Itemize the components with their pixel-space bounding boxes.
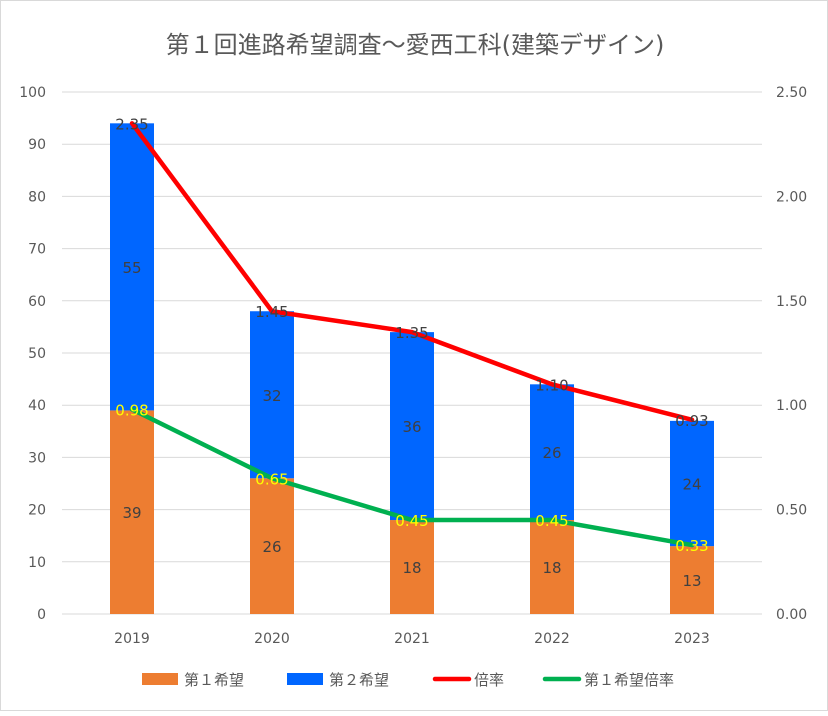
y-left-tick-label: 10 — [28, 555, 46, 571]
line-value-label: 1.10 — [535, 376, 568, 394]
bar-value-label: 55 — [122, 259, 141, 277]
x-tick-label: 2022 — [534, 631, 570, 647]
bar-value-label: 26 — [542, 444, 561, 462]
x-tick-label: 2019 — [114, 631, 150, 647]
y-left-tick-label: 60 — [28, 294, 46, 310]
bar-value-label: 39 — [122, 504, 141, 522]
y-left-tick-label: 40 — [28, 398, 46, 414]
bar-value-label: 26 — [262, 538, 281, 556]
line-value-label: 0.33 — [675, 537, 708, 555]
y-right-tick-label: 0.50 — [776, 503, 807, 519]
legend-label: 第１希望倍率 — [584, 671, 674, 689]
legend-label: 第２希望 — [329, 671, 389, 689]
y-right-tick-label: 0.00 — [776, 607, 807, 623]
x-tick-label: 2021 — [394, 631, 430, 647]
legend-swatch — [142, 673, 178, 685]
line-value-label: 0.98 — [115, 401, 148, 419]
y-right-tick-label: 2.50 — [776, 85, 807, 101]
y-left-tick-label: 70 — [28, 242, 46, 258]
legend: 第１希望 第２希望 倍率 第１希望倍率 — [142, 671, 674, 689]
bar-value-label: 18 — [542, 559, 561, 577]
y-right-tick-label: 2.00 — [776, 189, 807, 205]
y-left-tick-label: 0 — [37, 607, 46, 623]
line-value-label: 0.45 — [395, 512, 428, 530]
y-left-tick-label: 90 — [28, 137, 46, 153]
legend-swatch — [287, 673, 323, 685]
chart-title: 第１回進路希望調査～愛西工科(建築デザイン) — [166, 31, 665, 59]
legend-label: 倍率 — [474, 671, 504, 689]
y-left-tick-label: 30 — [28, 450, 46, 466]
line-value-label: 2.35 — [115, 115, 148, 133]
line-value-label: 0.45 — [535, 512, 568, 530]
y-left-tick-label: 20 — [28, 503, 46, 519]
bar-value-label: 18 — [402, 559, 421, 577]
bars — [110, 123, 714, 614]
line-value-label: 0.65 — [255, 470, 288, 488]
bar-value-label: 13 — [682, 572, 701, 590]
bar-value-label: 32 — [262, 387, 281, 405]
y-right-tick-label: 1.00 — [776, 398, 807, 414]
bar-value-label: 24 — [682, 476, 701, 494]
line-value-label: 0.93 — [675, 412, 708, 430]
bar-value-label: 36 — [402, 418, 421, 436]
x-tick-label: 2020 — [254, 631, 290, 647]
legend-label: 第１希望 — [184, 671, 244, 689]
y-left-tick-label: 100 — [19, 85, 46, 101]
y-left-tick-label: 50 — [28, 346, 46, 362]
y-right-tick-label: 1.50 — [776, 294, 807, 310]
x-tick-label: 2023 — [674, 631, 710, 647]
line-value-label: 1.35 — [395, 324, 428, 342]
y-left-tick-label: 80 — [28, 189, 46, 205]
line-value-label: 1.45 — [255, 303, 288, 321]
